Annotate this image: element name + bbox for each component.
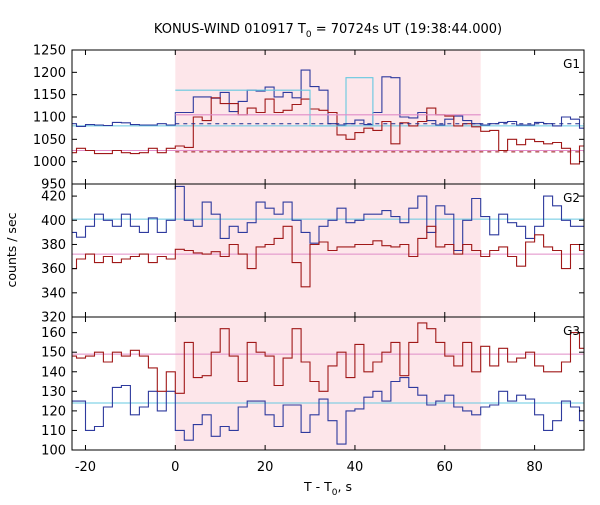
step-outline [175,77,374,127]
x-axis-label: T - T0, s [303,479,352,498]
x-tick-label: 40 [347,460,364,475]
panel-g2-plot [72,184,584,317]
series-red [72,322,584,394]
plot-area: 950100010501100115012001250G132034036038… [33,44,585,475]
y-tick-label: 110 [41,424,66,439]
y-tick-label: 100 [41,444,66,459]
y-tick-label: 400 [41,214,66,229]
chart-title: KONUS-WIND 010917 T0 = 70724s UT (19:38:… [154,22,502,40]
y-tick-label: 950 [41,178,66,193]
x-tick-label: 20 [257,460,274,475]
panel-label-g3: G3 [563,324,580,338]
y-tick-label: 340 [41,286,66,301]
panel-g1-plot [72,50,584,184]
y-tick-label: 1050 [33,133,66,148]
panel-g3-plot [72,317,584,450]
series-blue [72,69,584,129]
panel-frame [71,316,585,451]
y-tick-label: 150 [41,346,66,361]
x-tick-label: 80 [526,460,543,475]
y-tick-label: 160 [41,326,66,341]
y-tick-label: 120 [41,404,66,419]
x-tick-label: 60 [436,460,453,475]
y-axis-label: counts / sec [4,212,19,287]
series-red [72,97,584,165]
x-tick-label: -20 [75,460,96,475]
x-tick-label: 0 [171,460,179,475]
y-tick-label: 140 [41,365,66,380]
y-tick-label: 1200 [33,66,66,81]
y-tick-label: 320 [41,311,66,326]
y-tick-label: 1150 [33,88,66,103]
y-tick-label: 1250 [33,44,66,59]
series-blue [72,377,584,445]
y-tick-label: 130 [41,385,66,400]
y-tick-label: 1000 [33,155,66,170]
y-tick-label: 380 [41,238,66,253]
series-blue [72,185,584,252]
panel-label-g2: G2 [563,191,580,205]
y-tick-label: 360 [41,262,66,277]
y-tick-label: 420 [41,190,66,205]
y-tick-label: 1100 [33,111,66,126]
panel-label-g1: G1 [563,57,580,71]
series-red [72,225,584,288]
